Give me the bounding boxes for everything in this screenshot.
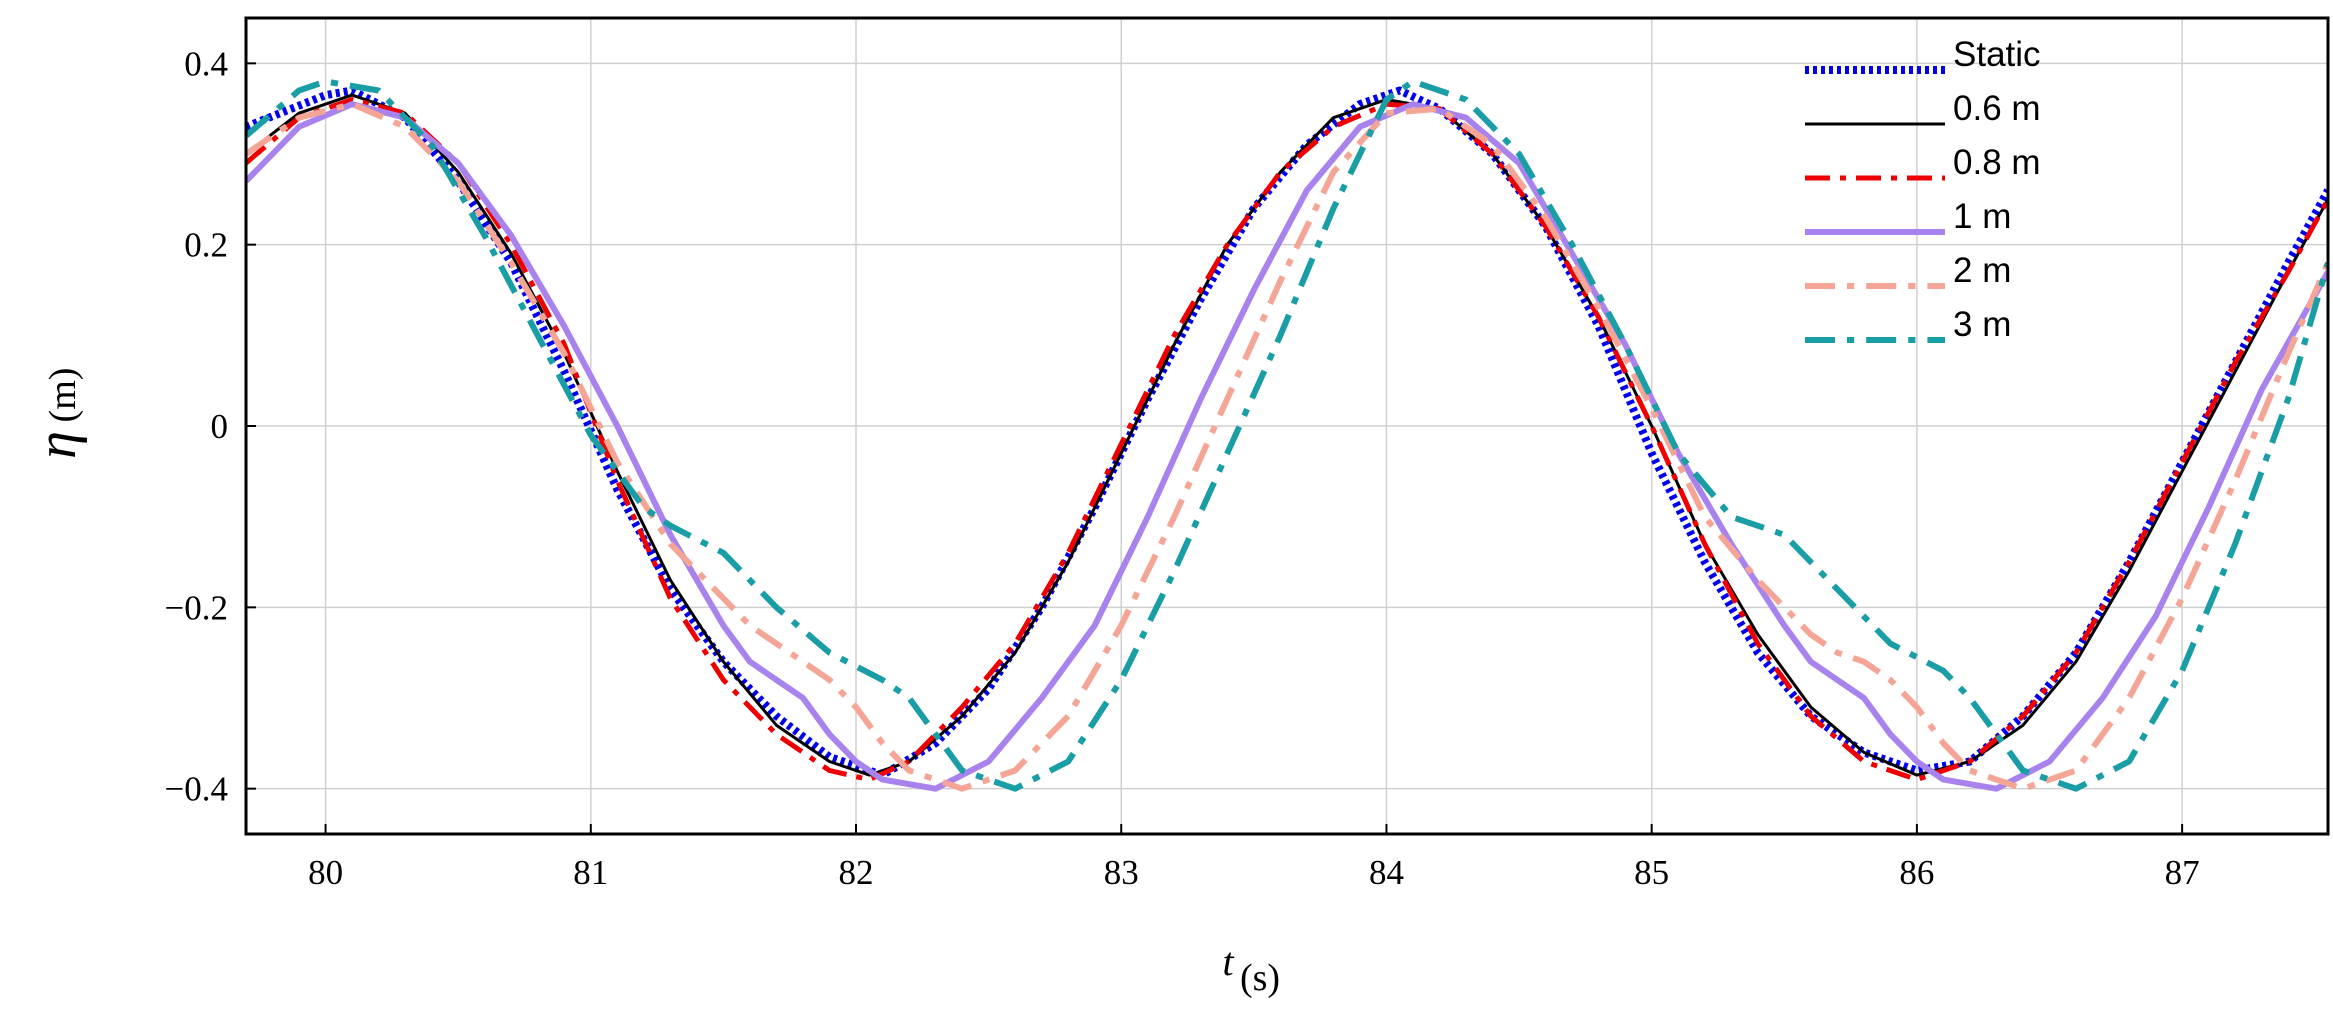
legend-label-1: 0.6 m	[1953, 89, 2041, 128]
x-tick-label: 81	[573, 853, 608, 892]
legend-label-0: Static	[1953, 35, 2041, 74]
ticks: 80 81 82 83 84 85 86 87 0.4 0.2 0 −0.2 −0.4	[165, 44, 2200, 892]
x-tick-label: 82	[839, 853, 874, 892]
legend: Static 0.6 m 0.8 m 1 m 2 m 3 m	[1805, 35, 2041, 344]
x-tick-label: 80	[308, 853, 343, 892]
x-tick-label: 87	[2165, 853, 2200, 892]
y-axis-label-unit: (m)	[42, 368, 84, 423]
y-tick-label: −0.2	[165, 588, 229, 627]
x-axis-label-unit: (s)	[1240, 957, 1280, 999]
grid	[246, 18, 2328, 834]
x-tick-label: 83	[1104, 853, 1139, 892]
series-line-3	[246, 101, 2328, 792]
x-tick-label: 84	[1369, 853, 1404, 892]
x-tick-label: 85	[1634, 853, 1669, 892]
series-line-4	[246, 101, 2328, 792]
legend-label-4: 2 m	[1953, 251, 2011, 290]
x-axis-label-symbol: t	[1222, 939, 1234, 984]
x-tick-label: 86	[1899, 853, 1934, 892]
y-tick-label: −0.4	[165, 770, 229, 809]
y-tick-label: 0.4	[184, 44, 228, 83]
series-group	[246, 78, 2328, 792]
y-tick-label: 0.2	[184, 226, 228, 265]
legend-label-2: 0.8 m	[1953, 143, 2041, 182]
series-line-5	[246, 78, 2328, 792]
legend-label-5: 3 m	[1953, 305, 2011, 344]
y-tick-label: 0	[211, 407, 229, 446]
y-axis-label-symbol: η	[26, 431, 88, 459]
y-axis-label: η (m)	[26, 368, 88, 459]
series-line-2	[246, 97, 2328, 783]
legend-label-3: 1 m	[1953, 197, 2011, 236]
